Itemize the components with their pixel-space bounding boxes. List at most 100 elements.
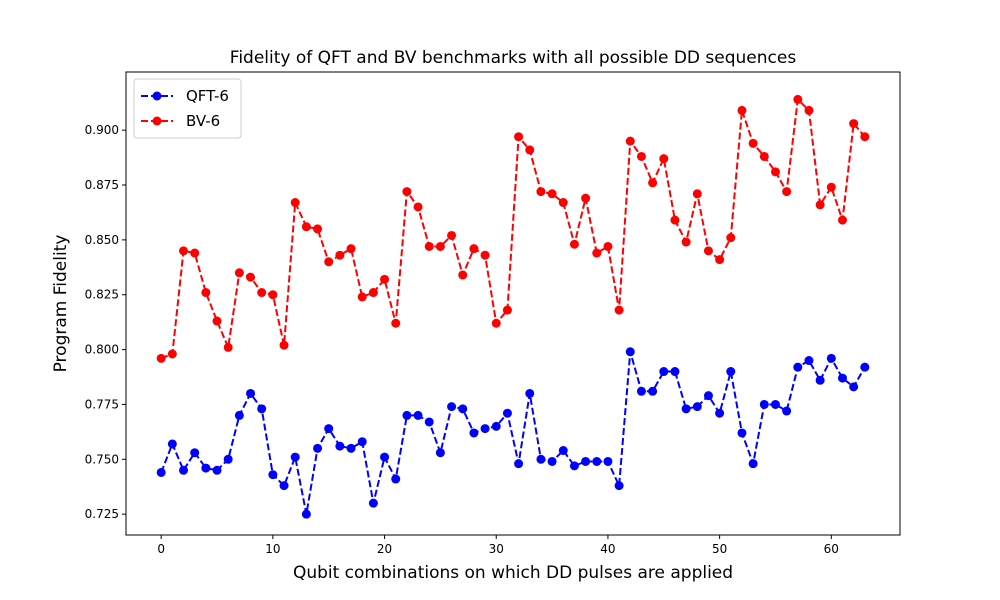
data-point-bv-6 (514, 132, 524, 142)
data-point-qft-6 (748, 459, 758, 469)
x-axis-label: Qubit combinations on which DD pulses ar… (293, 563, 733, 583)
data-point-bv-6 (346, 244, 356, 254)
data-point-bv-6 (636, 151, 646, 161)
data-point-bv-6 (614, 305, 624, 315)
series-line-bv-6 (160, 98, 866, 360)
data-point-bv-6 (826, 182, 836, 192)
data-point-qft-6 (335, 441, 345, 451)
data-point-qft-6 (301, 509, 311, 519)
data-point-qft-6 (380, 452, 390, 462)
data-point-qft-6 (290, 452, 300, 462)
data-point-qft-6 (514, 459, 524, 469)
data-point-bv-6 (201, 288, 211, 298)
data-point-bv-6 (324, 257, 334, 267)
data-point-bv-6 (357, 292, 367, 302)
data-point-qft-6 (357, 437, 367, 447)
x-tick-label: 60 (824, 542, 839, 556)
data-point-qft-6 (223, 454, 233, 464)
data-point-bv-6 (313, 224, 323, 234)
x-tick-label: 50 (712, 542, 727, 556)
data-point-qft-6 (368, 498, 378, 508)
data-point-bv-6 (391, 318, 401, 328)
plot-frame (125, 71, 901, 536)
plot-area (125, 71, 901, 536)
data-point-bv-6 (692, 189, 702, 199)
data-point-bv-6 (759, 151, 769, 161)
x-tick-label: 30 (489, 542, 504, 556)
data-point-bv-6 (581, 193, 591, 203)
data-point-qft-6 (860, 362, 870, 372)
legend: QFT-6 BV-6 (133, 78, 242, 139)
data-point-bv-6 (424, 241, 434, 251)
data-point-bv-6 (670, 215, 680, 225)
data-point-bv-6 (268, 290, 278, 300)
data-point-bv-6 (491, 318, 501, 328)
data-point-qft-6 (770, 399, 780, 409)
data-point-qft-6 (469, 428, 479, 438)
data-point-qft-6 (313, 443, 323, 453)
data-point-qft-6 (447, 402, 457, 412)
data-point-bv-6 (782, 187, 792, 197)
data-point-bv-6 (726, 233, 736, 243)
data-point-bv-6 (156, 353, 166, 363)
data-point-qft-6 (324, 424, 334, 434)
data-point-bv-6 (335, 250, 345, 260)
data-point-qft-6 (424, 417, 434, 427)
data-point-qft-6 (402, 410, 412, 420)
chart-title: Fidelity of QFT and BV benchmarks with a… (230, 48, 797, 68)
data-point-bv-6 (447, 230, 457, 240)
data-point-bv-6 (257, 288, 267, 298)
data-point-bv-6 (246, 272, 256, 282)
data-point-qft-6 (179, 465, 189, 475)
data-point-qft-6 (201, 463, 211, 473)
data-point-bv-6 (815, 200, 825, 210)
data-point-qft-6 (670, 367, 680, 377)
data-point-bv-6 (748, 138, 758, 148)
data-point-bv-6 (715, 255, 725, 265)
data-point-qft-6 (435, 448, 445, 458)
data-point-bv-6 (860, 132, 870, 142)
data-point-qft-6 (234, 410, 244, 420)
data-point-bv-6 (179, 246, 189, 256)
data-point-qft-6 (737, 428, 747, 438)
x-axis: 0 10 20 30 40 50 60 (157, 535, 839, 556)
data-point-bv-6 (435, 241, 445, 251)
data-point-qft-6 (581, 456, 591, 466)
data-point-bv-6 (558, 198, 568, 208)
legend-swatch-marker (152, 91, 162, 101)
data-point-qft-6 (603, 456, 613, 466)
data-point-bv-6 (536, 187, 546, 197)
data-point-qft-6 (826, 353, 836, 363)
data-point-bv-6 (547, 189, 557, 199)
data-point-bv-6 (413, 202, 423, 212)
x-tick-label: 0 (157, 542, 165, 556)
data-point-bv-6 (223, 342, 233, 352)
data-point-qft-6 (782, 406, 792, 416)
y-axis: 0.725 0.750 0.775 0.800 0.825 0.850 0.875 0.900 (85, 123, 126, 521)
data-point-bv-6 (458, 270, 468, 280)
data-point-qft-6 (346, 443, 356, 453)
series-layer (156, 94, 870, 519)
data-point-bv-6 (837, 215, 847, 225)
y-axis-label: Program Fidelity (51, 235, 71, 373)
y-tick-label: 0.850 (85, 233, 119, 247)
data-point-bv-6 (212, 316, 222, 326)
data-point-qft-6 (480, 424, 490, 434)
data-point-qft-6 (614, 481, 624, 491)
data-point-qft-6 (167, 439, 177, 449)
data-point-bv-6 (469, 244, 479, 254)
y-tick-label: 0.775 (85, 397, 119, 411)
data-point-qft-6 (391, 474, 401, 484)
data-point-qft-6 (815, 375, 825, 385)
data-point-bv-6 (770, 167, 780, 177)
data-point-qft-6 (257, 404, 267, 414)
data-point-bv-6 (849, 119, 859, 129)
data-point-bv-6 (290, 198, 300, 208)
data-point-bv-6 (525, 145, 535, 155)
data-point-bv-6 (793, 94, 803, 104)
y-tick-label: 0.825 (85, 288, 119, 302)
data-point-bv-6 (402, 187, 412, 197)
data-point-qft-6 (703, 391, 713, 401)
data-point-qft-6 (625, 347, 635, 357)
